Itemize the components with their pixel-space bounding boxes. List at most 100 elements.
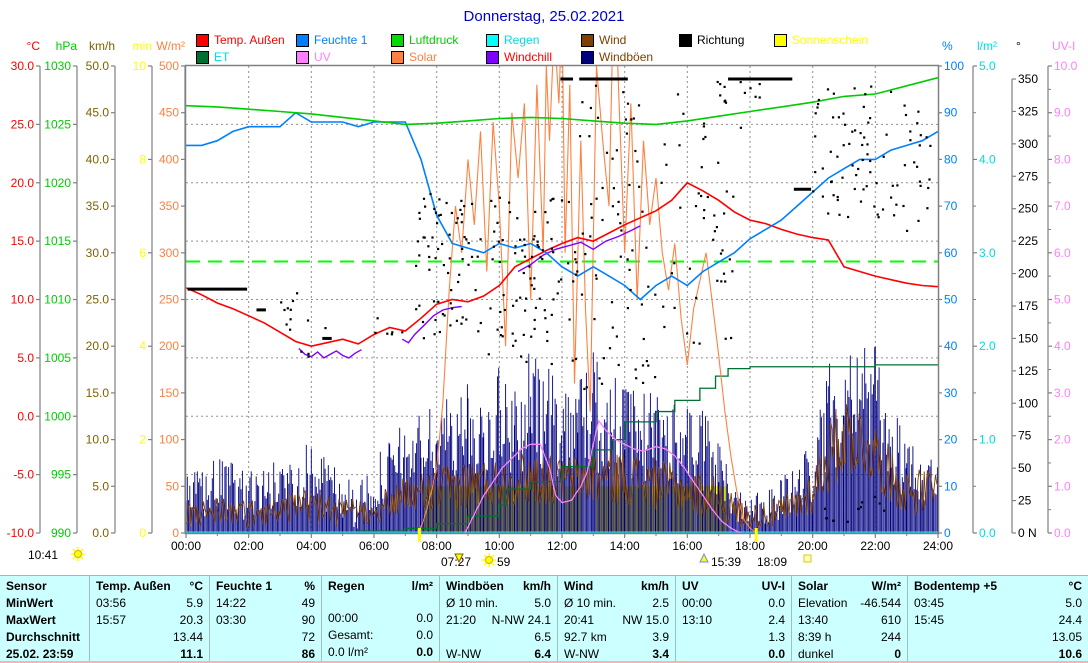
richtung-point bbox=[866, 153, 869, 156]
richtung-point bbox=[492, 245, 495, 248]
row-label-3: 25.02. 23:59 bbox=[6, 647, 74, 661]
richtung-point bbox=[581, 232, 584, 235]
legend-item-richtung[interactable]: Richtung bbox=[679, 33, 744, 47]
daily-statistics-table: Sensor MinWert MaxWert Durchschnitt 25.02. 2… bbox=[0, 575, 1088, 663]
svg-text:0.0: 0.0 bbox=[1054, 526, 1071, 540]
richtung-point bbox=[456, 217, 459, 220]
richtung-point bbox=[438, 330, 441, 334]
richtung-point bbox=[568, 318, 571, 321]
richtung-point bbox=[642, 337, 645, 341]
richtung-point bbox=[700, 194, 703, 198]
richtung-point bbox=[891, 184, 894, 187]
sun-icon bbox=[485, 556, 493, 564]
svg-text:5.0: 5.0 bbox=[979, 59, 996, 73]
legend-label: ET bbox=[214, 50, 230, 64]
legend-item-temp-au-en[interactable]: Temp. Außen bbox=[196, 33, 285, 47]
cell-value: 6.5 bbox=[534, 630, 551, 644]
svg-text:6.0: 6.0 bbox=[1054, 246, 1071, 260]
richtung-point bbox=[626, 258, 629, 261]
legend-item-regen[interactable]: Regen bbox=[486, 33, 539, 47]
legend-swatch-icon bbox=[296, 50, 309, 64]
svg-text:min: min bbox=[133, 39, 152, 53]
legend-item-uv[interactable]: UV bbox=[296, 50, 331, 64]
richtung-point bbox=[720, 280, 723, 283]
richtung-point bbox=[451, 307, 454, 310]
richtung-point bbox=[525, 297, 528, 300]
column-unit: W/m² bbox=[871, 579, 901, 593]
legend-item-wind[interactable]: Wind bbox=[581, 33, 626, 47]
richtung-point bbox=[285, 323, 288, 326]
richtung-point bbox=[918, 180, 921, 183]
column-unit: l/m² bbox=[411, 579, 433, 593]
richtung-point bbox=[418, 211, 421, 214]
svg-text:1005: 1005 bbox=[44, 351, 71, 365]
legend-item-feuchte-1[interactable]: Feuchte 1 bbox=[296, 33, 367, 47]
legend-swatch-icon bbox=[196, 50, 209, 64]
richtung-point bbox=[724, 280, 727, 283]
legend-item-solar[interactable]: Solar bbox=[391, 50, 437, 64]
richtung-point bbox=[638, 185, 641, 188]
et-series bbox=[358, 364, 938, 532]
richtung-point bbox=[532, 238, 535, 241]
svg-text:-5.0: -5.0 bbox=[13, 468, 34, 482]
cell-label: W-NW bbox=[564, 647, 600, 661]
legend-item-sonnenschein[interactable]: Sonnenschein bbox=[774, 33, 868, 47]
richtung-point bbox=[590, 216, 593, 219]
column-name: Wind bbox=[564, 579, 594, 593]
richtung-point bbox=[673, 262, 676, 265]
richtung-point bbox=[662, 305, 665, 308]
richtung-point bbox=[843, 123, 847, 126]
richtung-point bbox=[458, 273, 461, 276]
svg-text:100: 100 bbox=[1018, 396, 1038, 410]
richtung-point bbox=[645, 246, 648, 249]
richtung-point bbox=[490, 199, 493, 202]
svg-text:50: 50 bbox=[1018, 461, 1032, 475]
richtung-point bbox=[605, 151, 609, 154]
richtung-point bbox=[836, 195, 839, 199]
svg-text:°: ° bbox=[1016, 39, 1021, 53]
svg-text:1.0: 1.0 bbox=[979, 433, 996, 447]
richtung-point bbox=[825, 517, 828, 520]
richtung-point bbox=[713, 230, 716, 233]
richtung-point bbox=[502, 294, 505, 297]
richtung-point bbox=[296, 292, 299, 295]
richtung-point bbox=[832, 194, 835, 197]
sun-icon bbox=[483, 562, 487, 566]
svg-text:10: 10 bbox=[133, 59, 147, 73]
richtung-point bbox=[749, 87, 752, 90]
richtung-point bbox=[812, 190, 815, 193]
cell-label: 15:45 bbox=[914, 613, 945, 627]
legend-item-et[interactable]: ET bbox=[196, 50, 229, 64]
legend-swatch-icon bbox=[486, 50, 499, 64]
table-column-temp-au-en: Temp. Außen °C 03:56 5.9 15:57 20.3 13.44 11.1 bbox=[90, 576, 210, 661]
richtung-point bbox=[853, 187, 856, 191]
richtung-point bbox=[460, 213, 464, 216]
legend-swatch-icon bbox=[679, 33, 692, 47]
svg-text:275: 275 bbox=[1018, 169, 1038, 183]
richtung-point bbox=[909, 130, 912, 133]
richtung-point bbox=[552, 251, 555, 254]
richtung-point bbox=[702, 137, 705, 141]
svg-text:12:00: 12:00 bbox=[547, 539, 577, 553]
legend-swatch-icon bbox=[486, 33, 499, 47]
cell-value: 0.0 bbox=[768, 596, 785, 610]
legend-label: Windböen bbox=[599, 50, 654, 64]
series-group bbox=[186, 66, 938, 533]
richtung-point bbox=[422, 337, 425, 340]
richtung-point bbox=[917, 219, 920, 222]
svg-text:5.0: 5.0 bbox=[92, 479, 109, 493]
richtung-point bbox=[721, 249, 724, 252]
richtung-point bbox=[913, 161, 916, 164]
richtung-point bbox=[571, 359, 574, 362]
richtung-point bbox=[594, 84, 598, 87]
richtung-point bbox=[602, 357, 605, 360]
richtung-point bbox=[461, 316, 464, 319]
legend-item-windchill[interactable]: Windchill bbox=[486, 50, 552, 64]
svg-text:hPa: hPa bbox=[56, 39, 78, 53]
legend-item-windb-en[interactable]: Windböen bbox=[581, 50, 653, 64]
legend-item-luftdruck[interactable]: Luftdruck bbox=[391, 33, 458, 47]
richtung-point bbox=[724, 101, 728, 104]
cell-label: 13:40 bbox=[798, 613, 829, 627]
svg-text:300: 300 bbox=[1018, 137, 1038, 151]
richtung-point bbox=[567, 262, 570, 265]
